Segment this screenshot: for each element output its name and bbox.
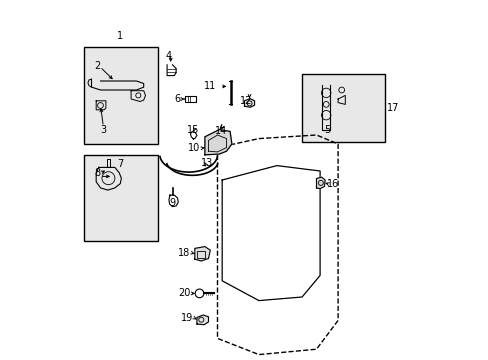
Bar	[197, 251, 204, 258]
Text: 17: 17	[386, 103, 398, 113]
Text: 16: 16	[326, 179, 339, 189]
Text: 14: 14	[215, 126, 227, 136]
Text: 13: 13	[200, 158, 212, 168]
Bar	[185, 96, 196, 102]
Text: 10: 10	[188, 143, 200, 153]
Text: 5: 5	[324, 125, 330, 135]
Text: 7: 7	[117, 159, 123, 169]
Text: 9: 9	[169, 198, 175, 208]
Text: 12: 12	[240, 96, 252, 106]
Bar	[302, 74, 384, 142]
Text: 20: 20	[178, 288, 190, 298]
Text: 19: 19	[181, 312, 193, 323]
Polygon shape	[316, 177, 325, 189]
Polygon shape	[197, 315, 208, 325]
Text: 15: 15	[187, 125, 199, 135]
Polygon shape	[194, 247, 210, 261]
Polygon shape	[204, 130, 231, 155]
Polygon shape	[244, 99, 254, 107]
Bar	[84, 155, 158, 241]
Text: 4: 4	[165, 51, 172, 61]
Text: 3: 3	[100, 125, 106, 135]
Text: 11: 11	[204, 81, 216, 91]
Bar	[84, 47, 158, 144]
Text: 18: 18	[178, 248, 190, 258]
Text: 2: 2	[94, 60, 101, 71]
Text: 8: 8	[94, 168, 101, 178]
Text: 6: 6	[174, 94, 180, 104]
Text: 1: 1	[117, 31, 123, 41]
